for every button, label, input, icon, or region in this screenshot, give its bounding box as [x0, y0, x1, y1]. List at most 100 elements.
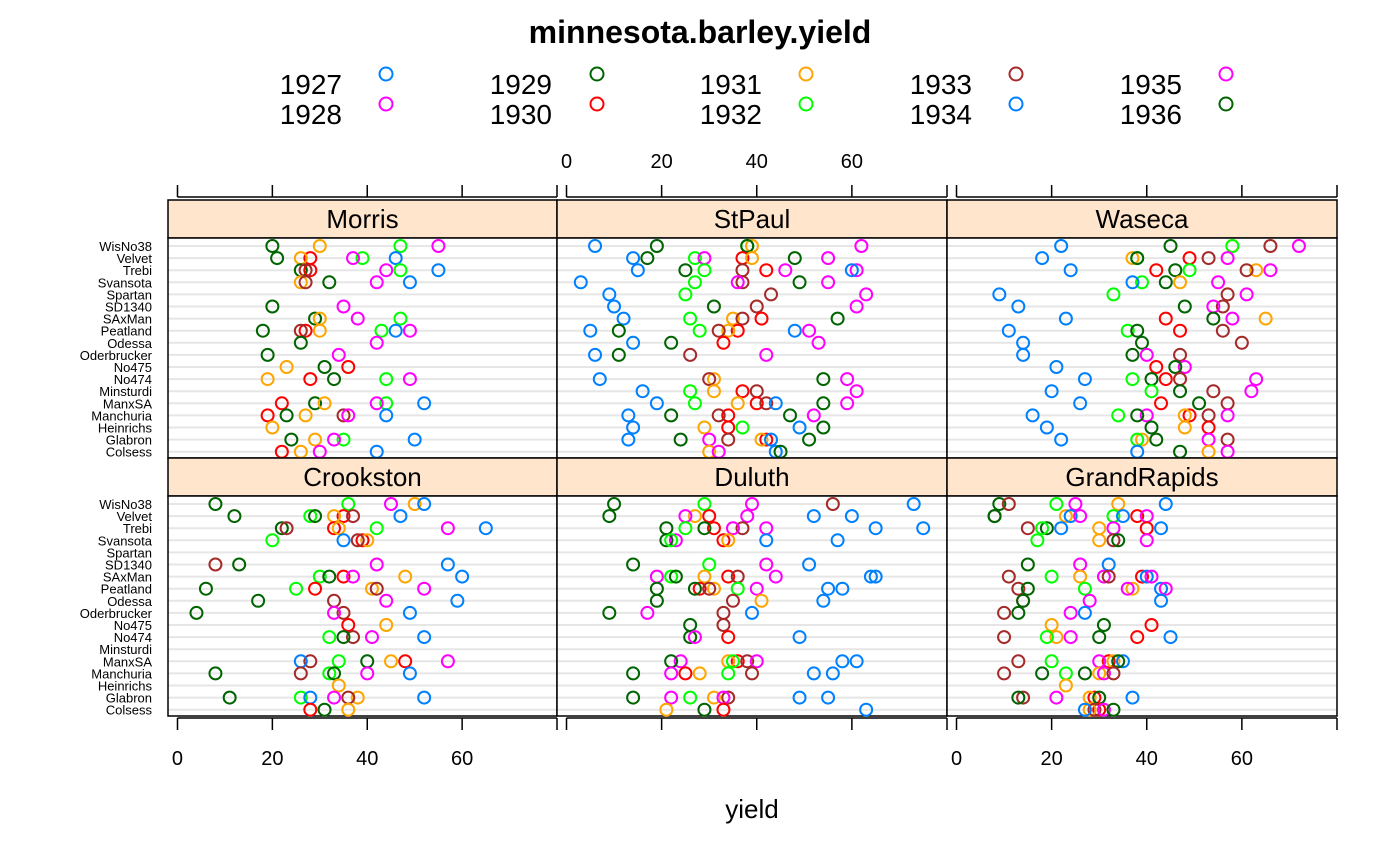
axes: 0 20 40 60 0 20 40 60 0 20 40 60 [172, 151, 1338, 770]
data-point [1092, 702, 1107, 717]
data-point [312, 569, 327, 584]
legend-label: 1927 [280, 69, 342, 100]
data-point [697, 263, 712, 278]
data-point [1154, 593, 1169, 608]
data-point [431, 263, 446, 278]
legend-item-1935: 1935 [1120, 66, 1234, 100]
data-point [1035, 521, 1050, 536]
data-point [379, 593, 394, 608]
variety-label: SD1340 [105, 558, 152, 573]
data-point [821, 690, 836, 705]
data-point [1016, 690, 1031, 705]
legend-marker [378, 96, 394, 112]
data-point [863, 569, 878, 584]
data-point [759, 533, 774, 548]
panel-Waseca: Waseca [946, 199, 1338, 459]
tick-label: 0 [172, 748, 183, 770]
data-point [602, 605, 617, 620]
data-point [830, 311, 845, 326]
data-point [1291, 239, 1306, 253]
data-point [725, 654, 740, 669]
variety-label: Spartan [106, 545, 152, 560]
data-point [303, 372, 318, 387]
tick-label: 20 [651, 151, 673, 173]
data-point [327, 690, 342, 705]
data-point [388, 323, 403, 338]
variety-label: No475 [114, 618, 152, 633]
panel-strip-label: Waseca [1096, 204, 1189, 234]
data-point [792, 420, 807, 435]
data-point [745, 251, 759, 266]
data-point [716, 702, 731, 717]
panel-Crookston: Crookston WisNo38VelvetTrebiSvansotaSpart… [80, 457, 558, 718]
data-point [1258, 311, 1273, 326]
panel-Duluth: Duluth [556, 457, 948, 717]
data-point [1011, 690, 1026, 705]
data-point [687, 630, 702, 645]
data-point [346, 251, 361, 266]
data-point [664, 533, 679, 548]
legend-item-1929: 1929 [490, 66, 605, 100]
variety-label: Spartan [106, 287, 152, 302]
legend-marker [798, 66, 814, 82]
data-point [312, 239, 327, 253]
data-point [260, 347, 275, 362]
data-point [759, 432, 774, 447]
data-point [417, 581, 432, 596]
data-point [1058, 509, 1073, 524]
data-point [293, 690, 308, 705]
data-point [697, 569, 712, 584]
data-point [327, 605, 342, 620]
data-point [626, 420, 641, 435]
legend-marker [378, 66, 394, 82]
data-point [1073, 569, 1088, 584]
data-point [697, 521, 712, 536]
data-point [360, 666, 375, 681]
data-point [360, 533, 375, 548]
data-point [417, 396, 432, 411]
data-point [721, 533, 736, 548]
data-point [1263, 263, 1278, 278]
variety-label: SAxMan [103, 312, 152, 327]
data-point [687, 396, 702, 411]
data-point [1030, 533, 1045, 548]
data-point [379, 618, 394, 632]
data-point [208, 497, 223, 511]
data-point [1101, 569, 1116, 584]
data-point [341, 497, 356, 511]
data-point [331, 521, 346, 536]
variety-label: Velvet [117, 509, 153, 524]
data-point [1263, 239, 1278, 253]
data-point [1173, 384, 1188, 399]
data-point [379, 372, 394, 387]
data-point [678, 287, 693, 302]
data-point [1058, 678, 1073, 693]
data-point [1044, 384, 1059, 399]
data-point [1125, 372, 1140, 387]
variety-label: Oderbrucker [80, 348, 153, 363]
data-point [792, 630, 807, 645]
data-point [341, 360, 356, 374]
variety-label: Oderbrucker [80, 606, 153, 621]
data-point [754, 593, 769, 608]
data-point [1049, 497, 1064, 511]
legend-item-1928: 1928 [280, 96, 394, 130]
panel-strip [946, 457, 1338, 497]
data-point [626, 335, 641, 350]
data-point [393, 263, 408, 278]
data-point [222, 690, 237, 705]
data-point [683, 384, 698, 399]
data-point [402, 372, 417, 387]
data-point [1049, 630, 1064, 645]
data-point [859, 287, 874, 302]
data-point [274, 396, 289, 411]
legend-label: 1933 [910, 69, 972, 100]
data-point [1120, 323, 1135, 338]
data-point [787, 323, 802, 338]
data-point [792, 275, 807, 290]
data-point [611, 323, 626, 338]
tick-label: 0 [561, 151, 572, 173]
data-point [721, 569, 736, 584]
data-point [1177, 360, 1192, 374]
data-point [1111, 654, 1126, 669]
